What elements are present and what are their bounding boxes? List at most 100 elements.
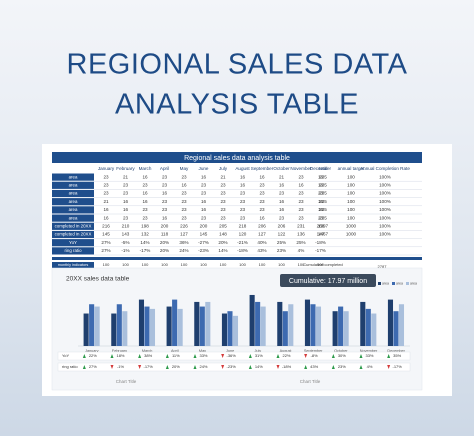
cell: 127	[258, 232, 266, 237]
x-tick-label: December	[387, 349, 405, 353]
cell: 23	[259, 207, 265, 212]
callout-box	[280, 274, 376, 287]
cell: 23	[318, 215, 324, 220]
cell: 100	[347, 215, 355, 220]
trend-arrow	[304, 354, 308, 358]
column-header: total	[319, 166, 328, 171]
cell: 23	[298, 207, 304, 212]
trend-arrow	[221, 354, 225, 358]
cell: 23	[123, 191, 129, 196]
cell: 27%	[89, 364, 97, 369]
footer-title: Chart Title	[116, 379, 137, 384]
legend-swatch	[378, 282, 381, 285]
bar	[277, 301, 283, 346]
bar	[227, 311, 233, 346]
cell: 23	[259, 183, 265, 188]
bar	[199, 306, 205, 346]
cell: 23	[240, 207, 246, 212]
bar	[255, 301, 261, 346]
bar	[343, 311, 349, 346]
cell: 43%	[257, 248, 266, 253]
cell: -23%	[226, 364, 236, 369]
cell: 100	[317, 262, 324, 267]
cell: 4%	[367, 364, 373, 369]
cell: 23	[181, 191, 187, 196]
cell: 25%	[296, 240, 305, 245]
bar	[94, 306, 100, 346]
cell: 38%	[144, 353, 152, 358]
column-header: April	[160, 166, 169, 171]
cell: 23	[142, 215, 148, 220]
x-tick-label: March	[142, 349, 153, 353]
row-label-cell	[52, 247, 94, 255]
cell: 16	[318, 199, 324, 204]
trend-arrow	[387, 354, 391, 358]
column-header: August	[235, 166, 250, 171]
row-label-cell	[52, 262, 94, 268]
cell: 16	[240, 174, 246, 179]
cell: 16	[279, 183, 285, 188]
cell: 21	[123, 174, 129, 179]
cell: 16	[318, 183, 324, 188]
bar	[144, 306, 150, 346]
cell: 216	[102, 224, 110, 229]
cell: 23	[298, 174, 304, 179]
cell: 16	[240, 183, 246, 188]
bar	[122, 311, 128, 346]
bar	[310, 304, 316, 346]
trend-arrow	[248, 365, 252, 369]
cell: 23	[162, 199, 168, 204]
x-tick-label: April	[171, 349, 179, 353]
x-tick-label: October	[334, 349, 348, 353]
cell: 100%	[379, 232, 391, 237]
trend-arrow	[165, 365, 169, 369]
cell: 100%	[379, 215, 391, 220]
cell: Cumulative completed	[303, 262, 343, 267]
cell: 198	[141, 224, 149, 229]
cell: -17%	[140, 248, 151, 253]
cell: 23	[240, 215, 246, 220]
column-header: September	[251, 166, 274, 171]
cell: 147	[317, 232, 325, 237]
x-tick-label: September	[304, 349, 323, 353]
cell: -17%	[143, 364, 153, 369]
cell: -18%	[315, 240, 326, 245]
cell: 100%	[379, 174, 391, 179]
trend-arrow	[82, 354, 86, 358]
row-label-cell	[52, 222, 94, 230]
cell: 205	[219, 224, 227, 229]
trend-arrow	[276, 365, 280, 369]
cell: 20%	[172, 364, 180, 369]
cell: 23	[123, 215, 129, 220]
cell: -27%	[198, 240, 209, 245]
cell: 23	[162, 183, 168, 188]
cell: 21	[279, 174, 285, 179]
row-label-cell	[52, 198, 94, 206]
row-label: completed in 20XX	[55, 232, 92, 237]
bar	[398, 304, 405, 346]
cell: 23	[103, 191, 109, 196]
cell: -17%	[315, 248, 326, 253]
cell: 23	[162, 207, 168, 212]
cell: 33%	[365, 353, 373, 358]
row-label: ring ratio	[62, 364, 78, 369]
bar	[315, 306, 322, 346]
cell: 100	[347, 174, 355, 179]
cell: 100%	[379, 191, 391, 196]
bar	[360, 301, 366, 346]
column-header: July	[219, 166, 228, 171]
column-header: January	[98, 166, 115, 171]
cell: 100	[142, 262, 149, 267]
footer-title: Chart Title	[300, 379, 321, 384]
row-label: ring ratio	[64, 248, 82, 253]
cell: -36%	[226, 353, 236, 358]
cell: 100	[200, 262, 207, 267]
cell: 23	[279, 191, 285, 196]
cell: 1000	[346, 232, 357, 237]
cell: 23	[220, 199, 226, 204]
cell: 14%	[218, 248, 227, 253]
cell: 23%	[338, 364, 346, 369]
cell: 16	[201, 207, 207, 212]
cell: 16	[162, 191, 168, 196]
bar	[304, 299, 311, 346]
